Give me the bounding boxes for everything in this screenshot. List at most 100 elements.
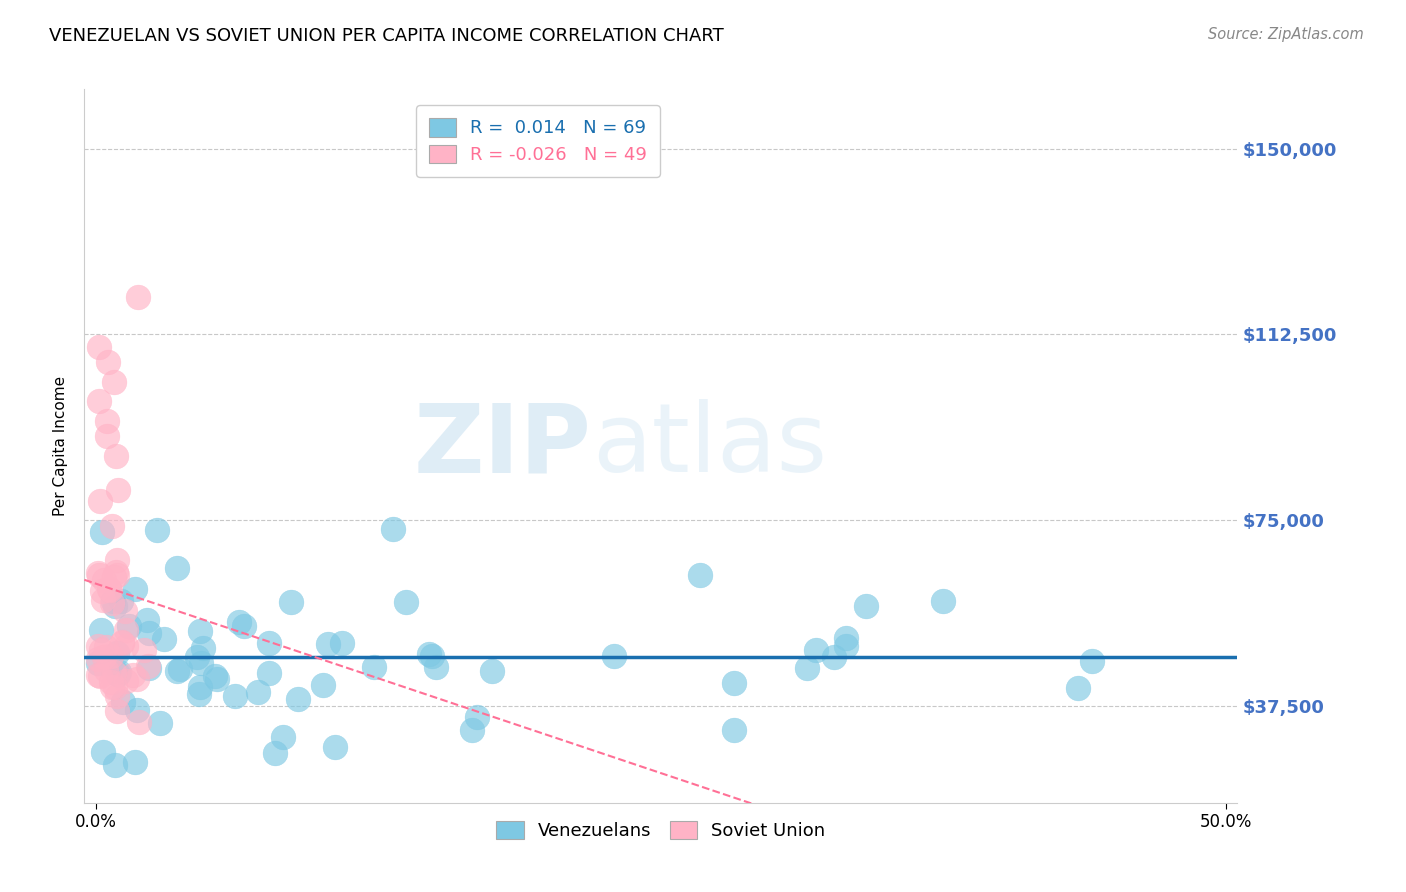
Point (246, 684, 269, 698)
Point (100, 674, 122, 689)
Point (93, 649, 115, 664)
Point (188, 681, 211, 695)
Point (190, 656, 212, 670)
Point (98, 582, 121, 597)
Point (105, 704, 128, 718)
Point (91, 524, 114, 539)
Point (804, 642, 827, 657)
Point (166, 561, 188, 575)
Point (105, 449, 128, 463)
Point (932, 594, 955, 608)
Legend: Venezuelans, Soviet Union: Venezuelans, Soviet Union (489, 814, 832, 847)
Point (101, 596, 124, 610)
Point (136, 613, 159, 627)
Point (330, 636, 353, 650)
Point (169, 662, 191, 676)
Point (105, 567, 128, 582)
Point (105, 690, 128, 704)
Point (481, 664, 503, 678)
Point (89, 568, 111, 582)
Point (101, 594, 124, 608)
Point (91, 584, 114, 599)
Point (104, 599, 127, 614)
Point (127, 290, 149, 304)
Point (835, 631, 858, 645)
Point (89, 493, 111, 508)
Point (191, 641, 214, 656)
Point (105, 566, 128, 580)
Point (796, 661, 818, 675)
Point (603, 649, 626, 664)
Point (96, 429, 118, 443)
Point (101, 680, 124, 694)
Point (381, 522, 404, 536)
Point (425, 660, 447, 674)
Point (87, 656, 110, 670)
Point (204, 669, 226, 683)
Point (287, 692, 309, 706)
Point (107, 665, 129, 680)
Point (166, 664, 188, 678)
Point (90, 623, 112, 637)
Point (1080, 654, 1102, 668)
Point (188, 624, 211, 638)
Point (125, 702, 148, 716)
Point (111, 636, 134, 650)
Point (723, 723, 745, 738)
Point (257, 636, 280, 650)
Point (146, 523, 169, 537)
Point (323, 740, 346, 755)
Point (316, 637, 339, 651)
Point (153, 632, 176, 646)
Point (124, 755, 146, 769)
Point (103, 665, 125, 679)
Point (823, 649, 845, 664)
Point (87, 340, 110, 354)
Point (118, 619, 141, 633)
Point (94, 640, 117, 654)
Point (98, 582, 121, 597)
Point (259, 666, 281, 681)
Point (363, 660, 385, 674)
Text: VENEZUELAN VS SOVIET UNION PER CAPITA INCOME CORRELATION CHART: VENEZUELAN VS SOVIET UNION PER CAPITA IN… (49, 27, 724, 45)
Point (91, 593, 114, 607)
Y-axis label: Per Capita Income: Per Capita Income (53, 376, 69, 516)
Point (110, 594, 132, 608)
Point (228, 615, 250, 629)
Point (689, 568, 711, 582)
Point (87, 566, 110, 580)
Point (89, 669, 111, 683)
Point (114, 639, 136, 653)
Point (96, 414, 118, 428)
Point (87, 639, 110, 653)
Point (138, 661, 160, 675)
Point (111, 695, 134, 709)
Point (105, 553, 128, 567)
Point (271, 730, 294, 744)
Point (97, 355, 120, 369)
Point (93, 573, 115, 587)
Point (233, 619, 256, 633)
Point (94, 663, 117, 677)
Point (114, 604, 136, 618)
Point (105, 646, 128, 660)
Point (103, 570, 125, 584)
Point (104, 758, 127, 772)
Point (835, 640, 858, 654)
Point (111, 635, 134, 649)
Point (723, 675, 745, 690)
Point (418, 647, 440, 661)
Point (187, 687, 209, 701)
Point (115, 674, 138, 689)
Point (136, 658, 159, 673)
Point (205, 673, 228, 687)
Point (855, 599, 877, 614)
Point (420, 649, 443, 664)
Point (128, 714, 150, 729)
Point (107, 666, 129, 681)
Point (224, 689, 246, 703)
Point (264, 746, 287, 760)
Point (1067, 681, 1090, 696)
Point (465, 710, 488, 724)
Point (461, 723, 484, 737)
